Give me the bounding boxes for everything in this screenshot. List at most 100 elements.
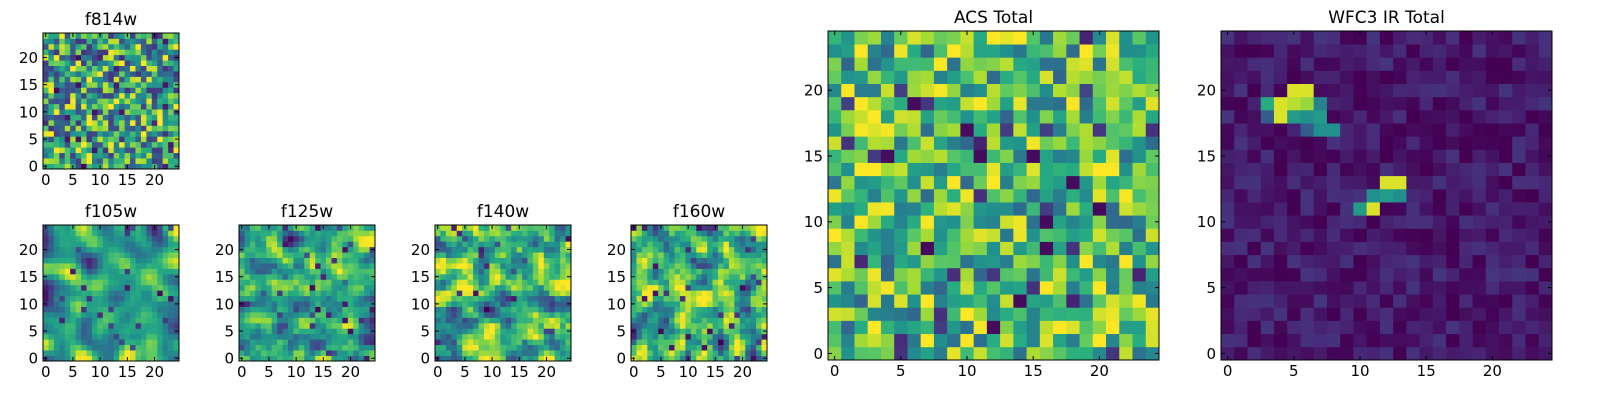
heatmap-cell <box>86 103 93 110</box>
heatmap-cell <box>1432 228 1447 242</box>
heatmap-cell <box>565 235 572 242</box>
x-tick-label: 20 <box>1483 362 1502 380</box>
heatmap-cell <box>75 120 82 126</box>
heatmap-cell <box>1353 346 1367 361</box>
heatmap-cell <box>696 312 703 318</box>
heatmap-cell <box>440 230 447 237</box>
heatmap-cell <box>712 306 719 313</box>
heatmap-cell <box>1485 281 1500 295</box>
heatmap-cell <box>124 246 131 253</box>
heatmap-cell <box>679 312 686 318</box>
heatmap-cell <box>271 322 278 329</box>
heatmap-cell <box>162 284 169 291</box>
heatmap-cell <box>64 81 71 88</box>
heatmap-cell <box>1039 320 1054 335</box>
heatmap-cell <box>239 284 245 291</box>
heatmap-cell <box>1287 346 1301 361</box>
heatmap-cell <box>358 344 365 351</box>
heatmap-cell <box>647 301 654 307</box>
heatmap-cell <box>1353 123 1367 137</box>
heatmap-cell <box>342 230 349 237</box>
heatmap-cell <box>734 225 741 231</box>
heatmap-cell <box>309 328 316 335</box>
heatmap-cell <box>277 235 283 242</box>
heatmap-cell <box>113 76 120 83</box>
heatmap-cell <box>761 306 768 313</box>
heatmap-cell <box>271 328 278 335</box>
heatmap-cell <box>1525 31 1540 45</box>
heatmap-cell <box>173 257 180 264</box>
heatmap-cell <box>1221 320 1235 335</box>
heatmap-cell <box>907 70 922 84</box>
heatmap-cell <box>712 235 719 242</box>
heatmap-cell <box>124 114 131 121</box>
heatmap-cell <box>347 257 354 264</box>
heatmap-cell <box>1313 44 1328 58</box>
heatmap-cell <box>647 257 654 264</box>
heatmap-cell <box>70 344 76 351</box>
heatmap-cell <box>907 294 922 308</box>
heatmap-cell <box>456 339 463 346</box>
heatmap-cell <box>1499 70 1513 84</box>
heatmap-cell <box>102 76 109 83</box>
heatmap-cell <box>91 350 98 356</box>
heatmap-cell <box>1106 267 1120 282</box>
heatmap-cell <box>91 163 98 170</box>
heatmap-cell <box>75 81 82 88</box>
heatmap-cell <box>293 273 300 280</box>
heatmap-cell <box>255 322 262 329</box>
heatmap-cell <box>81 317 87 324</box>
heatmap-cell <box>986 123 1001 137</box>
heatmap-cell <box>947 281 961 295</box>
heatmap-cell <box>522 306 528 313</box>
heatmap-cell <box>1353 44 1367 58</box>
heatmap-cell <box>696 344 703 351</box>
heatmap-cell <box>483 333 490 340</box>
heatmap-cell <box>277 301 283 307</box>
panel-5-cells <box>631 225 768 362</box>
heatmap-cell <box>933 149 948 163</box>
heatmap-cell <box>81 333 87 340</box>
heatmap-cell <box>1145 294 1160 308</box>
heatmap-cell <box>894 254 908 269</box>
heatmap-cell <box>701 312 708 318</box>
heatmap-cell <box>658 339 664 346</box>
heatmap-cell <box>249 268 256 275</box>
heatmap-cell <box>456 355 463 362</box>
heatmap-cell <box>894 241 908 256</box>
heatmap-cell <box>130 252 136 258</box>
heatmap-cell <box>1300 254 1315 269</box>
heatmap-cell <box>70 257 76 264</box>
heatmap-cell <box>483 306 490 313</box>
heatmap-cell <box>1132 202 1147 216</box>
heatmap-cell <box>151 284 158 291</box>
heatmap-cell <box>532 317 539 324</box>
heatmap-cell <box>658 284 664 291</box>
heatmap-cell <box>119 230 125 237</box>
heatmap-cell <box>271 301 278 307</box>
heatmap-cell <box>102 301 109 307</box>
heatmap-cell <box>522 246 528 253</box>
y-tick-label: 5 <box>28 130 38 148</box>
heatmap-cell <box>473 230 479 237</box>
heatmap-cell <box>364 246 370 253</box>
heatmap-cell <box>636 235 643 242</box>
heatmap-cell <box>151 235 158 242</box>
heatmap-cell <box>315 230 321 237</box>
panel-1-cells <box>43 33 180 170</box>
heatmap-cell <box>1039 228 1054 242</box>
heatmap-cell <box>565 317 572 324</box>
heatmap-cell <box>511 257 517 264</box>
heatmap-cell <box>146 38 153 45</box>
heatmap-cell <box>108 81 115 88</box>
heatmap-cell <box>690 344 697 351</box>
heatmap-cell <box>1459 294 1473 308</box>
heatmap-cell <box>157 230 164 237</box>
heatmap-cell <box>260 317 267 324</box>
heatmap-cell <box>119 114 125 121</box>
heatmap-cell <box>511 268 517 275</box>
heatmap-cell <box>516 350 523 356</box>
heatmap-cell <box>489 257 496 264</box>
heatmap-cell <box>97 43 104 50</box>
heatmap-cell <box>511 328 517 335</box>
